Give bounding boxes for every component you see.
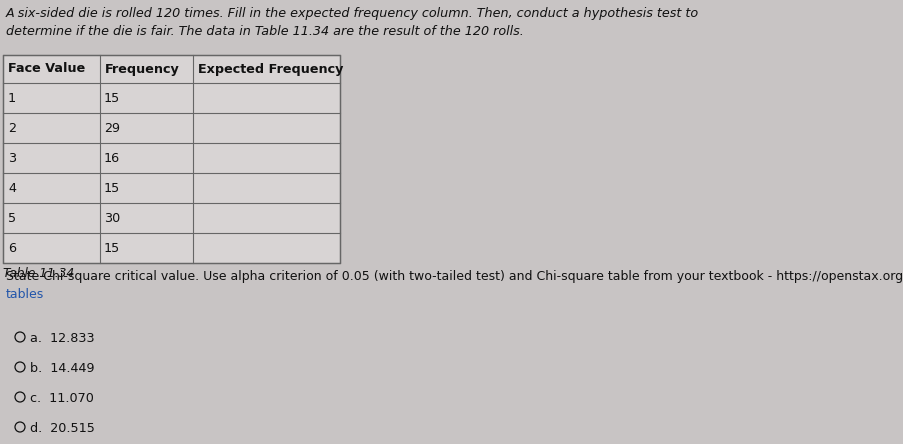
- Text: A six-sided die is rolled 120 times. Fill in the expected frequency column. Then: A six-sided die is rolled 120 times. Fil…: [6, 7, 698, 20]
- Text: Expected Frequency: Expected Frequency: [198, 63, 343, 75]
- Text: 2: 2: [8, 122, 16, 135]
- FancyBboxPatch shape: [3, 55, 340, 263]
- Text: 6: 6: [8, 242, 16, 254]
- Text: Frequency: Frequency: [105, 63, 180, 75]
- Text: 3: 3: [8, 151, 16, 164]
- Text: tables: tables: [6, 288, 44, 301]
- Text: b.  14.449: b. 14.449: [30, 362, 95, 375]
- Text: determine if the die is fair. The data in Table 11.34 are the result of the 120 : determine if the die is fair. The data i…: [6, 25, 523, 38]
- Text: 1: 1: [8, 91, 16, 104]
- Text: a.  12.833: a. 12.833: [30, 332, 95, 345]
- Text: 16: 16: [104, 151, 120, 164]
- Text: 29: 29: [104, 122, 120, 135]
- Text: 30: 30: [104, 211, 120, 225]
- Text: State Chi-square critical value. Use alpha criterion of 0.05 (with two-tailed te: State Chi-square critical value. Use alp…: [6, 270, 903, 283]
- Text: 15: 15: [104, 182, 120, 194]
- Text: 5: 5: [8, 211, 16, 225]
- Text: 15: 15: [104, 91, 120, 104]
- Text: d.  20.515: d. 20.515: [30, 422, 95, 435]
- Text: 15: 15: [104, 242, 120, 254]
- Text: 4: 4: [8, 182, 16, 194]
- Text: Table 11.34: Table 11.34: [3, 267, 74, 280]
- Text: Face Value: Face Value: [8, 63, 85, 75]
- Text: c.  11.070: c. 11.070: [30, 392, 94, 405]
